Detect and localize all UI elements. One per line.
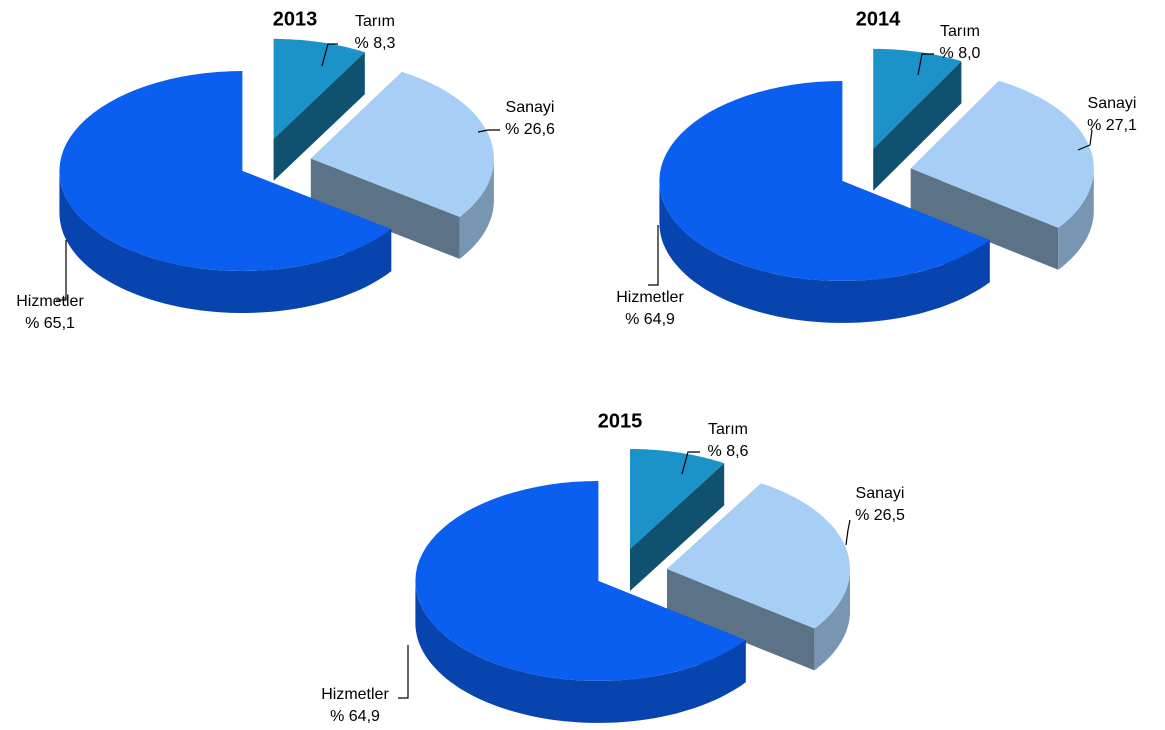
slice-label: Sanayi (506, 99, 555, 116)
slice-side (910, 168, 1059, 270)
slice-label: Hizmetler (616, 289, 684, 306)
slice-label: Tarım (708, 421, 748, 438)
leader-line (477, 129, 500, 133)
leader-line (398, 645, 409, 699)
slice (910, 80, 1094, 228)
slice (873, 48, 962, 149)
slice-value-label: % 8,6 (708, 443, 749, 460)
slice (310, 71, 494, 217)
slice-label: Tarım (940, 23, 980, 40)
leader-line (56, 240, 67, 301)
slice-value-label: % 8,0 (940, 45, 981, 62)
slice-value-label: % 65,1 (25, 315, 75, 332)
slice-side (667, 569, 815, 671)
leader-line (1077, 129, 1093, 151)
slice-side (873, 61, 962, 191)
slice (415, 481, 746, 681)
slice (59, 71, 392, 271)
slice (659, 81, 990, 281)
slice-value-label: % 64,9 (330, 708, 380, 725)
leader-line (648, 225, 659, 286)
slice-label: Hizmetler (16, 293, 84, 310)
slice-value-label: % 26,5 (855, 507, 905, 524)
slice-label: Sanayi (856, 485, 905, 502)
slice-label: Hizmetler (321, 686, 389, 703)
slice-side (415, 581, 746, 723)
slice-side (814, 569, 850, 671)
slice-side (659, 181, 990, 323)
leader-line (321, 43, 338, 67)
chart-title: 2015 (598, 410, 643, 432)
slice-side (459, 158, 494, 259)
slice-value-label: % 27,1 (1087, 117, 1137, 134)
leader-line (681, 451, 700, 475)
leader-line (917, 53, 934, 76)
leader-line (845, 519, 851, 546)
slice-value-label: % 8,3 (355, 35, 396, 52)
slice-side (630, 463, 725, 591)
slice-label: Tarım (355, 13, 395, 30)
chart-title: 2013 (273, 8, 318, 30)
slice (273, 38, 365, 139)
chart-title: 2014 (856, 8, 901, 30)
slice-side (1058, 168, 1094, 270)
slice-side (59, 171, 392, 313)
slice-side (310, 158, 460, 259)
slice-value-label: % 26,6 (505, 121, 555, 138)
slice (667, 483, 850, 629)
slice-value-label: % 64,9 (625, 311, 675, 328)
slice (630, 449, 725, 549)
slice-side (273, 52, 365, 181)
slice-label: Sanayi (1088, 95, 1137, 112)
